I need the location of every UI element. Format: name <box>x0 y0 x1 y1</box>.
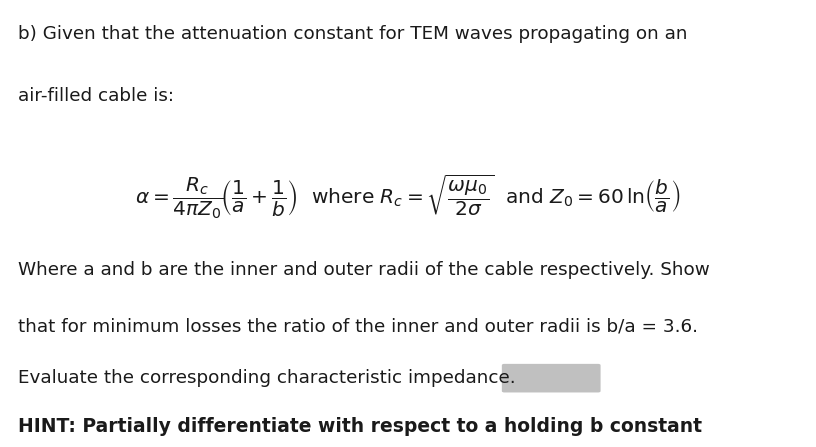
Text: $\alpha = \dfrac{R_c}{4\pi Z_0}\!\left(\dfrac{1}{a}+\dfrac{1}{b}\right)$$\ \ \ma: $\alpha = \dfrac{R_c}{4\pi Z_0}\!\left(\… <box>135 173 681 221</box>
Text: HINT: Partially differentiate with respect to a holding b constant: HINT: Partially differentiate with respe… <box>18 417 702 436</box>
Text: that for minimum losses the ratio of the inner and outer radii is b/a = 3.6.: that for minimum losses the ratio of the… <box>18 317 698 335</box>
Text: Evaluate the corresponding characteristic impedance.: Evaluate the corresponding characteristi… <box>18 369 516 387</box>
Text: b) Given that the attenuation constant for TEM waves propagating on an: b) Given that the attenuation constant f… <box>18 25 687 42</box>
Text: Where a and b are the inner and outer radii of the cable respectively. Show: Where a and b are the inner and outer ra… <box>18 261 710 279</box>
Text: air-filled cable is:: air-filled cable is: <box>18 87 174 105</box>
FancyBboxPatch shape <box>502 364 601 392</box>
